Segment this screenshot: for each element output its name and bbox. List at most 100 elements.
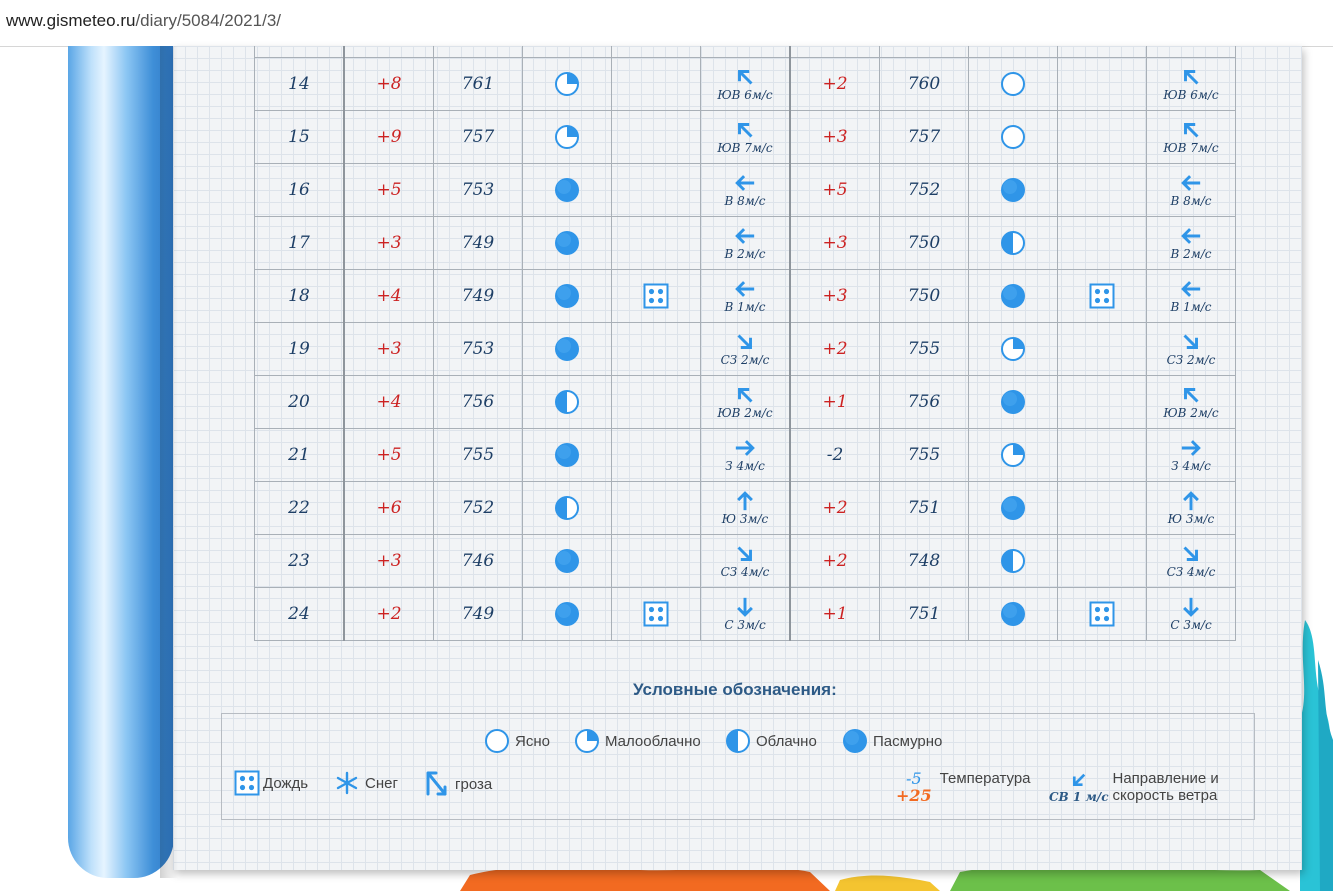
wind-arrow-icon: [732, 172, 758, 194]
day-cloudiness-cell: [522, 587, 612, 641]
url-text[interactable]: www.gismeteo.ru/diary/5084/2021/3/: [6, 11, 281, 31]
evening-wind-cell: ЮВ 2м/с: [1146, 375, 1236, 429]
wind-label: Ю 3м/с: [1167, 512, 1215, 526]
day-pressure-value: 753: [461, 339, 495, 359]
evening-wind-cell: С 3м/с: [1146, 587, 1236, 641]
clear-sky-icon: [969, 71, 1057, 97]
day-pressure-value: 756: [461, 392, 495, 412]
wind-label: СЗ 2м/с: [720, 353, 770, 367]
evening-cloudiness-cell: [968, 587, 1058, 641]
overcast-icon: [523, 548, 611, 574]
day-cell: 18: [254, 269, 345, 323]
day-cell: 24: [254, 587, 345, 641]
evening-pressure-cell: 751: [879, 481, 969, 535]
day-value: 22: [288, 498, 310, 518]
evening-wind-cell: З 4м/с: [1146, 428, 1236, 482]
wind-indicator: В 2м/с: [701, 225, 789, 261]
day-temperature-cell: +8: [343, 57, 434, 111]
table-cell: [522, 46, 612, 58]
day-temperature-cell: +5: [343, 163, 434, 217]
wind-label: С 3м/с: [1170, 618, 1212, 632]
evening-pressure-value: 752: [907, 180, 941, 200]
day-pressure-value: 753: [461, 180, 495, 200]
day-pressure-value: 752: [461, 498, 495, 518]
day-pressure-cell: 753: [433, 163, 523, 217]
partly-cloudy-icon: [969, 336, 1057, 362]
table-row: 21 +5 755 З 4м/с -2 755 З 4м/с: [254, 428, 1236, 482]
temperature-value: +5: [376, 445, 402, 465]
evening-pressure-value: 751: [907, 604, 941, 624]
day-cell: 15: [254, 110, 345, 164]
partly-cloudy-icon: [523, 124, 611, 150]
evening-cloudiness-cell: [968, 481, 1058, 535]
wind-indicator: В 8м/с: [701, 172, 789, 208]
table-row: 15 +9 757 ЮВ 7м/с +3 757 ЮВ 7м/с: [254, 110, 1236, 164]
evening-pressure-value: 755: [907, 445, 941, 465]
evening-precipitation-cell: [1057, 534, 1147, 588]
temperature-value: +2: [822, 74, 848, 94]
wind-indicator: СЗ 2м/с: [1147, 331, 1235, 367]
wind-indicator: С 3м/с: [1147, 596, 1235, 632]
rain-icon: [1058, 283, 1146, 309]
day-pressure-cell: 749: [433, 587, 523, 641]
wind-label: ЮВ 7м/с: [717, 141, 773, 155]
weather-diary-table: 14 +8 761 ЮВ 6м/с +2 760 ЮВ 6м/с 15 +9 757 ЮВ 7…: [254, 46, 1236, 641]
day-precipitation-cell: [611, 534, 701, 588]
temperature-value: +3: [376, 551, 402, 571]
wind-indicator: ЮВ 7м/с: [1147, 119, 1235, 155]
wind-indicator: СЗ 2м/с: [701, 331, 789, 367]
overcast-icon: [523, 283, 611, 309]
wind-indicator: СЗ 4м/с: [1147, 543, 1235, 579]
evening-cloudiness-cell: [968, 375, 1058, 429]
wind-arrow-icon: [732, 543, 758, 565]
day-temperature-cell: +3: [343, 216, 434, 270]
evening-cloudiness-cell: [968, 322, 1058, 376]
day-pressure-cell: 746: [433, 534, 523, 588]
wind-arrow-icon: [732, 596, 758, 618]
day-value: 14: [288, 74, 310, 94]
day-precipitation-cell: [611, 57, 701, 111]
day-cloudiness-cell: [522, 481, 612, 535]
legend-item-wind: СВ 1 м/с Направление и скорость ветра: [1049, 770, 1219, 804]
day-pressure-cell: 757: [433, 110, 523, 164]
legend-item-cloudy: Облачно: [725, 728, 817, 754]
legend-label-partly: Малооблачно: [605, 732, 701, 750]
wind-arrow-icon: [1178, 119, 1204, 141]
overcast-icon: [523, 177, 611, 203]
temperature-value: +2: [376, 604, 402, 624]
temperature-value: +3: [822, 286, 848, 306]
temperature-value: +4: [376, 392, 402, 412]
day-precipitation-cell: [611, 481, 701, 535]
evening-temperature-cell: +3: [789, 216, 880, 270]
day-wind-cell: З 4м/с: [700, 428, 791, 482]
clear-sky-icon: [484, 728, 510, 754]
day-wind-cell: В 8м/с: [700, 163, 791, 217]
temperature-value: +5: [822, 180, 848, 200]
partly-cloudy-icon: [523, 71, 611, 97]
legend-label-rain: Дождь: [263, 774, 309, 792]
wind-indicator: ЮВ 6м/с: [1147, 66, 1235, 102]
wind-arrow-icon: [732, 437, 758, 459]
day-pressure-value: 749: [461, 233, 495, 253]
evening-precipitation-cell: [1057, 110, 1147, 164]
day-precipitation-cell: [611, 216, 701, 270]
temperature-value: -2: [826, 445, 844, 465]
day-cloudiness-cell: [522, 534, 612, 588]
day-value: 17: [288, 233, 310, 253]
evening-wind-cell: В 2м/с: [1146, 216, 1236, 270]
browser-address-bar[interactable]: www.gismeteo.ru/diary/5084/2021/3/: [0, 0, 1333, 47]
evening-cloudiness-cell: [968, 163, 1058, 217]
day-cell: 22: [254, 481, 345, 535]
wind-indicator: ЮВ 6м/с: [701, 66, 789, 102]
partly-cloudy-icon: [574, 728, 600, 754]
day-cell: 14: [254, 57, 345, 111]
evening-pressure-cell: 755: [879, 428, 969, 482]
paint-splash-decoration: [460, 620, 1333, 891]
legend-label-temperature: Температура: [939, 770, 1031, 787]
wind-indicator: В 1м/с: [1147, 278, 1235, 314]
wind-label: З 4м/с: [725, 459, 765, 473]
evening-precipitation-cell: [1057, 216, 1147, 270]
wind-arrow-icon: [732, 490, 758, 512]
day-wind-cell: ЮВ 2м/с: [700, 375, 791, 429]
evening-temperature-cell: +2: [789, 57, 880, 111]
